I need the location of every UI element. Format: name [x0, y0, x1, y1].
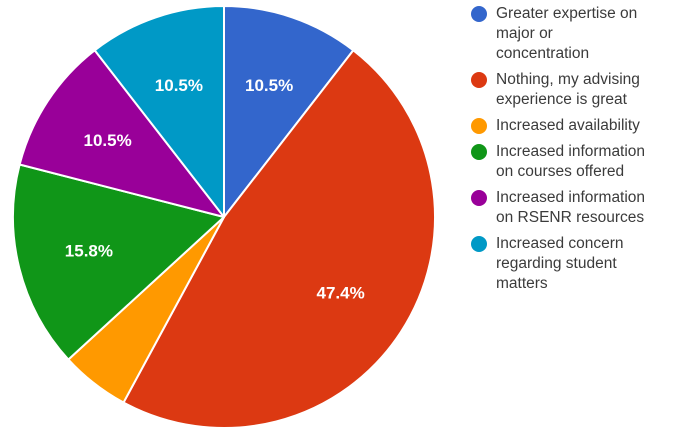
pie-slice-label-4: 10.5% [84, 131, 132, 150]
legend-item-1[interactable]: Nothing, my advising experience is great [471, 70, 697, 110]
legend-label-0: Greater expertise on major or concentrat… [496, 5, 638, 62]
legend: Greater expertise on major or concentrat… [471, 4, 697, 300]
legend-label-3: Increased information on courses offered [496, 143, 646, 180]
pie-slice-label-1: 47.4% [317, 284, 365, 303]
legend-item-5[interactable]: Increased concern regarding student matt… [471, 234, 697, 294]
pie-slice-3[interactable] [12, 163, 225, 361]
legend-item-2[interactable]: Increased availability [471, 116, 697, 136]
pie-slice-label-0: 10.5% [245, 76, 293, 95]
legend-swatch-2 [471, 118, 487, 134]
pie-slice-5[interactable] [93, 5, 225, 218]
legend-item-0[interactable]: Greater expertise on major or concentrat… [471, 4, 697, 64]
legend-item-4[interactable]: Increased information on RSENR resources [471, 188, 697, 228]
legend-swatch-0 [471, 6, 487, 22]
legend-swatch-4 [471, 190, 487, 206]
pie-slice-1[interactable] [122, 49, 437, 429]
legend-swatch-1 [471, 72, 487, 88]
pie-slice-label-3: 15.8% [65, 241, 113, 260]
legend-label-2: Increased availability [496, 117, 640, 134]
pie-plot-area: 10.5% 47.4% 15.8% 10.5% 10.5% [12, 5, 437, 429]
pie-slice-4[interactable] [18, 49, 225, 218]
pie-slice-0[interactable] [223, 5, 355, 218]
legend-swatch-3 [471, 144, 487, 160]
legend-label-4: Increased information on RSENR resources [496, 189, 646, 226]
legend-swatch-5 [471, 236, 487, 252]
pie-slice-label-5: 10.5% [155, 76, 203, 95]
legend-item-3[interactable]: Increased information on courses offered [471, 142, 697, 182]
legend-label-1: Nothing, my advising experience is great [496, 71, 640, 108]
legend-label-5: Increased concern regarding student matt… [496, 235, 624, 292]
